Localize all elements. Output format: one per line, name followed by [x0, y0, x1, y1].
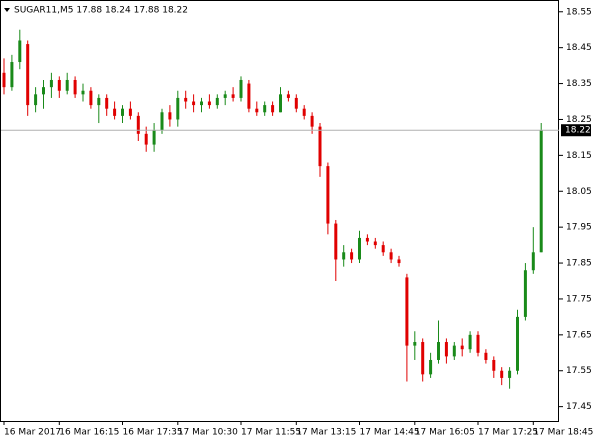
chart-title: SUGAR11,M5 17.88 18.24 17.88 18.22: [14, 6, 188, 16]
x-tick-label: 17 Mar 11:55: [241, 428, 301, 438]
candle-body: [326, 166, 330, 224]
candle-body: [136, 115, 140, 134]
candle-body: [334, 223, 338, 260]
x-tick-label: 17 Mar 16:05: [415, 428, 475, 438]
candle-body: [255, 108, 259, 113]
candle-body: [492, 359, 496, 371]
y-tick-label: 18.15: [566, 151, 592, 161]
y-tick-label: 17.95: [566, 223, 592, 233]
y-tick-label: 17.55: [566, 366, 592, 376]
candle-body: [389, 252, 393, 260]
y-tick-label: 17.75: [566, 294, 592, 304]
x-tick-label: 17 Mar 14:45: [360, 428, 420, 438]
candle-body: [263, 105, 267, 113]
y-tick-label: 17.85: [566, 259, 592, 269]
y-tick-label: 18.45: [566, 43, 592, 53]
candle-body: [18, 40, 22, 63]
candle-body: [215, 97, 219, 106]
candle-body: [10, 62, 14, 88]
candle-body: [26, 44, 30, 106]
x-tick-label: 17 Mar 13:15: [296, 428, 356, 438]
candle-body: [508, 370, 512, 378]
x-tick-label: 17 Mar 10:30: [178, 428, 238, 438]
y-tick-label: 17.65: [566, 330, 592, 340]
candle-body: [57, 79, 61, 91]
last-price-box: [561, 124, 591, 137]
candle-body: [516, 316, 519, 371]
candle-body: [168, 112, 172, 120]
candle-body: [437, 342, 440, 360]
candle-body: [89, 90, 93, 106]
candle-body: [531, 252, 535, 271]
candle-body: [65, 79, 69, 91]
candle-body: [73, 79, 77, 95]
plot-frame: [0, 0, 559, 422]
x-tick-label: 17 Mar 17:25: [478, 428, 538, 438]
candle-body: [318, 126, 322, 167]
candle-body: [34, 94, 38, 106]
candle-body: [500, 370, 504, 378]
candle-body: [429, 359, 433, 375]
candle-body: [310, 115, 314, 127]
y-tick-label: 18.25: [566, 115, 592, 125]
x-tick-label: 16 Mar 16:15: [59, 428, 119, 438]
candle-body: [81, 90, 85, 95]
candle-body: [373, 241, 377, 246]
candle-body: [105, 97, 109, 109]
candle-body: [413, 342, 417, 346]
candle-body: [176, 97, 180, 120]
candle-body: [152, 130, 156, 145]
candle-body: [397, 259, 401, 264]
candle-body: [184, 97, 188, 102]
y-tick-label: 17.45: [566, 402, 592, 412]
candle-body: [539, 130, 543, 253]
candle-body: [239, 79, 243, 98]
candle-body: [484, 352, 488, 360]
candle-body: [476, 334, 480, 353]
candle-body: [2, 72, 6, 88]
candle-body: [223, 94, 227, 98]
menu-arrow: [4, 8, 10, 12]
candle-body: [452, 345, 456, 357]
candle-body: [247, 83, 251, 109]
candle-body: [121, 108, 124, 116]
candle-body: [365, 237, 369, 242]
candle-body: [160, 112, 164, 131]
y-tick-label: 18.55: [566, 7, 592, 17]
candle-body: [42, 87, 45, 95]
candle-body: [97, 97, 101, 106]
candle-body: [294, 97, 298, 109]
candle-body: [444, 342, 448, 357]
candle-body: [192, 101, 196, 106]
y-tick-label: 18.35: [566, 79, 592, 89]
candle-body: [128, 108, 132, 116]
candle-body: [200, 101, 203, 106]
candle-body: [144, 133, 148, 145]
candle-body: [405, 277, 409, 346]
x-tick-label: 16 Mar 17:35: [123, 428, 183, 438]
candle-body: [381, 245, 385, 253]
candle-body: [460, 345, 464, 350]
candle-body: [358, 237, 361, 260]
candle-body: [207, 101, 211, 106]
y-tick-label: 18.05: [566, 187, 592, 197]
last-price-label: 18.22: [565, 126, 591, 136]
candle-body: [302, 108, 306, 116]
candle-body: [286, 94, 290, 98]
candle-body: [350, 252, 354, 260]
candle-body: [468, 334, 472, 350]
x-tick-label: 17 Mar 18:45: [533, 428, 593, 438]
x-tick-label: 16 Mar 2017: [4, 428, 61, 438]
candle-body: [342, 252, 346, 260]
candle-body: [271, 105, 275, 113]
candle-body: [421, 342, 425, 375]
candle-body: [279, 94, 282, 113]
candle-body: [49, 79, 53, 88]
candle-body: [523, 270, 527, 317]
candle-body: [113, 108, 117, 116]
candle-body: [231, 94, 235, 98]
